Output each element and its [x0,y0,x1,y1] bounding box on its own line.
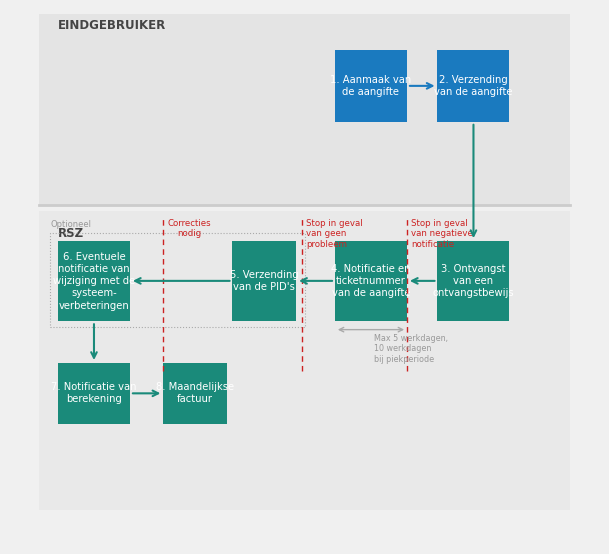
Text: Stop in geval
van negatieve
notificatie: Stop in geval van negatieve notificatie [412,219,473,249]
Text: 5. Verzending: 5. Verzending [230,270,298,280]
Text: Correcties
nodig: Correcties nodig [167,219,211,238]
FancyBboxPatch shape [437,241,510,321]
Text: systeem-: systeem- [71,288,117,299]
Text: berekening: berekening [66,394,122,404]
FancyBboxPatch shape [233,241,296,321]
Text: verbeteringen: verbeteringen [58,300,129,311]
Text: 6. Eventuele: 6. Eventuele [63,252,125,262]
FancyBboxPatch shape [335,241,407,321]
Text: van de aangifte: van de aangifte [434,87,513,97]
FancyBboxPatch shape [335,50,407,122]
Text: factuur: factuur [177,394,213,404]
Text: notificatie van: notificatie van [58,264,130,274]
Text: 1. Aanmaak van: 1. Aanmaak van [330,75,412,85]
Text: van de PID's: van de PID's [233,282,295,293]
Text: 8. Maandelijkse: 8. Maandelijkse [156,382,234,392]
Text: wijziging met de: wijziging met de [53,276,135,286]
Text: 4. Notificatie en: 4. Notificatie en [331,264,410,274]
Text: Stop in geval
van geen
probleem: Stop in geval van geen probleem [306,219,363,249]
Text: Max 5 werkdagen,
10 werkdagen
bij piekperiode: Max 5 werkdagen, 10 werkdagen bij piekpe… [374,334,448,364]
FancyBboxPatch shape [38,211,571,510]
FancyBboxPatch shape [58,241,130,321]
Text: ontvangstbewijs: ontvangstbewijs [432,288,514,299]
Text: Optioneel: Optioneel [51,220,92,229]
Text: EINDGEBRUIKER: EINDGEBRUIKER [58,19,166,32]
FancyBboxPatch shape [58,363,130,424]
FancyBboxPatch shape [163,363,227,424]
Text: RSZ: RSZ [58,227,84,240]
Text: ticketnummer: ticketnummer [336,276,406,286]
Text: van de aangifte: van de aangifte [332,288,410,299]
Text: 2. Verzending: 2. Verzending [439,75,508,85]
Text: 7. Notificatie van: 7. Notificatie van [51,382,137,392]
Text: van een: van een [454,276,493,286]
FancyBboxPatch shape [437,50,510,122]
FancyBboxPatch shape [38,14,571,205]
Text: 3. Ontvangst: 3. Ontvangst [441,264,505,274]
Text: de aangifte: de aangifte [342,87,400,97]
